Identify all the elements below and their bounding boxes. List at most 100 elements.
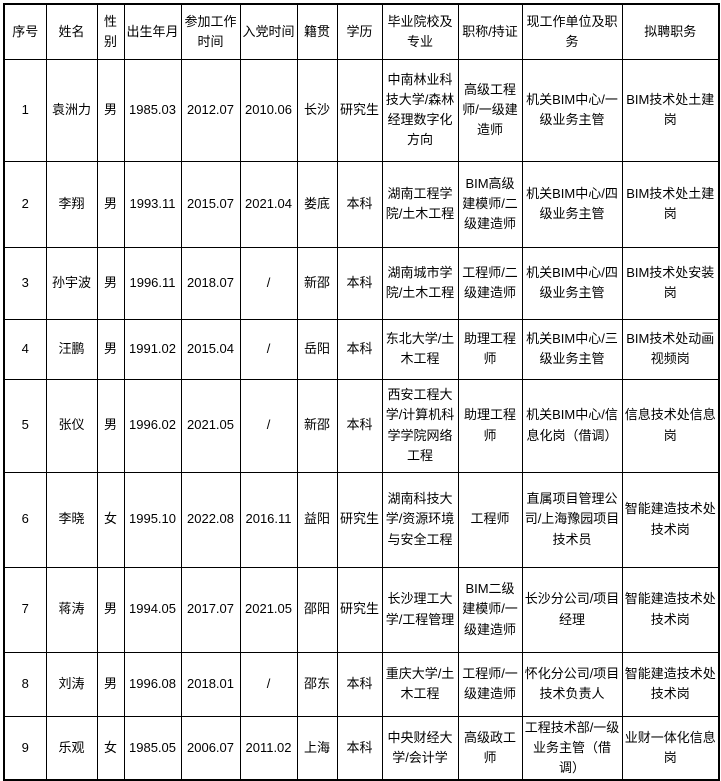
table-cell: 邵阳 <box>296 566 338 653</box>
table-cell: 乐观 <box>45 715 98 781</box>
table-cell: 2018.01 <box>180 651 241 717</box>
table-cell: 3 <box>3 246 47 320</box>
table-cell: 助理工程师 <box>457 378 523 473</box>
table-cell: 女 <box>96 471 125 568</box>
table-cell: 2015.07 <box>180 160 241 248</box>
table-cell: 助理工程师 <box>457 318 523 380</box>
table-cell: BIM技术处土建岗 <box>621 58 720 162</box>
table-cell: 男 <box>96 58 125 162</box>
table-cell: 本科 <box>336 378 383 473</box>
table-cell: / <box>239 651 298 717</box>
table-cell: 重庆大学/土木工程 <box>381 651 459 717</box>
table-cell: 1993.11 <box>123 160 182 248</box>
table-row: 3 孙宇波男 1996.11 2018.07/新邵 本科 湖南城市学院/土木工程 工程师/二… <box>3 246 720 320</box>
table-cell: / <box>239 318 298 380</box>
table-cell: 汪鹏 <box>45 318 98 380</box>
table-cell: 长沙 <box>296 58 338 162</box>
table-cell: 1996.11 <box>123 246 182 320</box>
table-cell: 智能建造技术处技术岗 <box>621 471 720 568</box>
table-cell: 东北大学/土木工程 <box>381 318 459 380</box>
table-cell: 2006.07 <box>180 715 241 781</box>
column-header: 拟聘职务 <box>621 3 720 60</box>
table-cell: 直属项目管理公司/上海豫园项目技术员 <box>521 471 623 568</box>
table-cell: 女 <box>96 715 125 781</box>
table-row: 8 刘涛男 1996.08 2018.01/邵东 本科 重庆大学/土木工程 工程师/一级建造… <box>3 651 720 717</box>
table-cell: 邵东 <box>296 651 338 717</box>
table-row: 2 李翔男 1993.11 2015.07 2021.04 娄底 本科 湖南工程学院/土木工程… <box>3 160 720 248</box>
table-cell: 男 <box>96 318 125 380</box>
table-cell: 研究生 <box>336 58 383 162</box>
column-header: 入党时间 <box>239 3 298 60</box>
table-cell: 湖南科技大学/资源环境与安全工程 <box>381 471 459 568</box>
table-cell: 机关BIM中心/三级业务主管 <box>521 318 623 380</box>
table-row: 9 乐观女 1985.05 2006.07 2011.02 上海 本科 中央财经大学/会计学高… <box>3 715 720 781</box>
table-cell: 西安工程大学/计算机科学学院网络工程 <box>381 378 459 473</box>
table-cell: 智能建造技术处技术岗 <box>621 566 720 653</box>
table-cell: 2021.05 <box>180 378 241 473</box>
table-cell: 男 <box>96 160 125 248</box>
table-cell: 工程师/一级建造师 <box>457 651 523 717</box>
column-header: 出生年月 <box>123 3 182 60</box>
table-cell: 工程师 <box>457 471 523 568</box>
table-cell: 男 <box>96 378 125 473</box>
table-cell: 岳阳 <box>296 318 338 380</box>
table-cell: 7 <box>3 566 47 653</box>
column-header: 参加工作时间 <box>180 3 241 60</box>
table-cell: 2021.04 <box>239 160 298 248</box>
table-cell: 2022.08 <box>180 471 241 568</box>
table-cell: 男 <box>96 246 125 320</box>
table-cell: 2016.11 <box>239 471 298 568</box>
table-cell: 4 <box>3 318 47 380</box>
column-header: 现工作单位及职务 <box>521 3 623 60</box>
table-cell: 中央财经大学/会计学 <box>381 715 459 781</box>
table-cell: 湖南工程学院/土木工程 <box>381 160 459 248</box>
table-cell: 新邵 <box>296 378 338 473</box>
table-cell: 1991.02 <box>123 318 182 380</box>
table-cell: 中南林业科技大学/森林经理数字化方向 <box>381 58 459 162</box>
table-cell: 本科 <box>336 246 383 320</box>
table-cell: 李翔 <box>45 160 98 248</box>
table-cell: 2021.05 <box>239 566 298 653</box>
table-cell: 本科 <box>336 318 383 380</box>
table-row: 7 蒋涛男 1994.05 2017.07 2021.05 邵阳 研究生 长沙理工大学/工程管… <box>3 566 720 653</box>
table-cell: 本科 <box>336 160 383 248</box>
table-cell: 长沙理工大学/工程管理 <box>381 566 459 653</box>
table-cell: 机关BIM中心/信息化岗（借调） <box>521 378 623 473</box>
table-cell: 1 <box>3 58 47 162</box>
table-cell: BIM技术处动画视频岗 <box>621 318 720 380</box>
table-cell: 信息技术处信息岗 <box>621 378 720 473</box>
table-cell: / <box>239 378 298 473</box>
table-cell: 研究生 <box>336 566 383 653</box>
personnel-roster-table: 序号 姓名 性别 出生年月 参加工作时间 入党时间 籍贯 学历 毕业院校及专业 职称/持证 现工作单… <box>3 3 720 781</box>
table-row: 1 袁洲力男 1985.03 2012.07 2010.06 长沙 研究生 中南林业科技大学/… <box>3 58 720 162</box>
table-cell: 机关BIM中心/四级业务主管 <box>521 246 623 320</box>
table-cell: 2010.06 <box>239 58 298 162</box>
table-cell: 男 <box>96 651 125 717</box>
table-cell: 刘涛 <box>45 651 98 717</box>
table-row: 5 张仪男 1996.02 2021.05/新邵 本科 西安工程大学/计算机科学学院网络工… <box>3 378 720 473</box>
table-cell: 高级工程师/一级建造师 <box>457 58 523 162</box>
table-cell: 本科 <box>336 651 383 717</box>
header-row: 序号 姓名 性别 出生年月 参加工作时间 入党时间 籍贯 学历 毕业院校及专业 职称/持证 现工作单… <box>3 3 720 60</box>
table-cell: BIM高级建模师/二级建造师 <box>457 160 523 248</box>
column-header: 籍贯 <box>296 3 338 60</box>
table-cell: 8 <box>3 651 47 717</box>
table-cell: 2015.04 <box>180 318 241 380</box>
table-header: 序号 姓名 性别 出生年月 参加工作时间 入党时间 籍贯 学历 毕业院校及专业 职称/持证 现工作单… <box>3 3 720 60</box>
table-cell: BIM技术处安装岗 <box>621 246 720 320</box>
table-cell: 研究生 <box>336 471 383 568</box>
table-cell: 业财一体化信息岗 <box>621 715 720 781</box>
table-cell: 1985.05 <box>123 715 182 781</box>
table-cell: 1996.02 <box>123 378 182 473</box>
table-cell: 2012.07 <box>180 58 241 162</box>
table-cell: 张仪 <box>45 378 98 473</box>
table-cell: 长沙分公司/项目经理 <box>521 566 623 653</box>
table-cell: 高级政工师 <box>457 715 523 781</box>
table-cell: 智能建造技术处技术岗 <box>621 651 720 717</box>
column-header: 职称/持证 <box>457 3 523 60</box>
table-cell: 李晓 <box>45 471 98 568</box>
table-cell: 怀化分公司/项目技术负责人 <box>521 651 623 717</box>
table-cell: 机关BIM中心/四级业务主管 <box>521 160 623 248</box>
table-row: 4 汪鹏男 1991.02 2015.04/岳阳 本科 东北大学/土木工程 助理工程师 机关B… <box>3 318 720 380</box>
